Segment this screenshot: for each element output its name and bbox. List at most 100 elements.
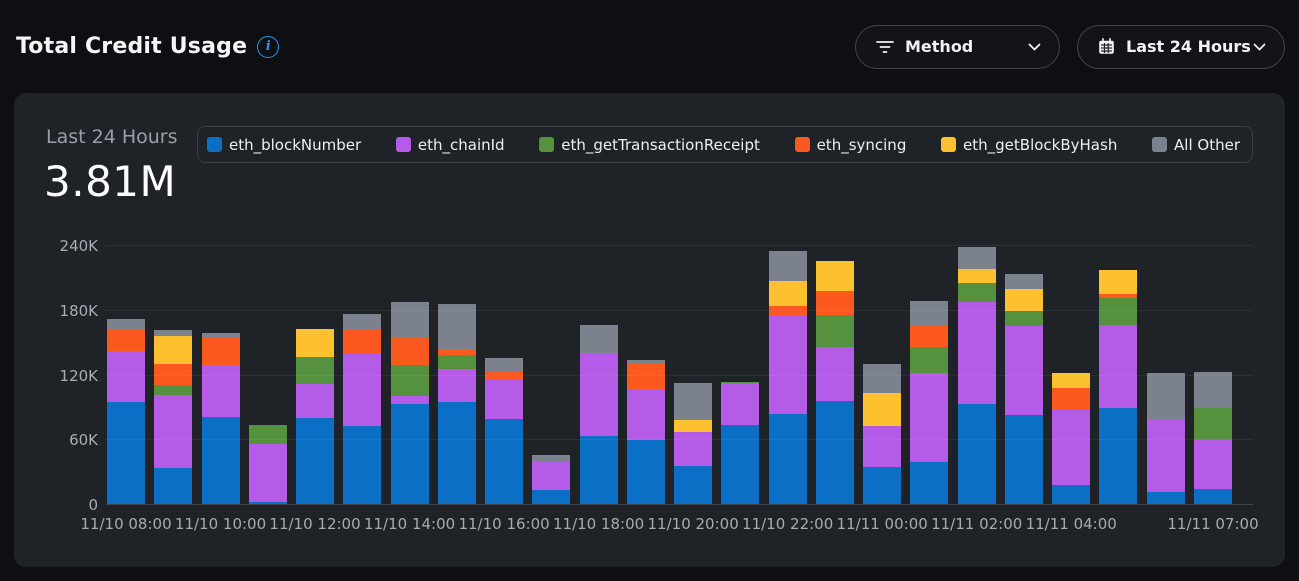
legend-swatch xyxy=(539,137,555,152)
bar-11-11-06-00[interactable] xyxy=(1146,246,1185,505)
bar-11-10-12-00[interactable] xyxy=(296,246,334,505)
bar-segment xyxy=(248,443,287,502)
bar-segment xyxy=(1193,440,1232,489)
gridline-240K xyxy=(106,245,1253,246)
time-range-dropdown[interactable]: Last 24 Hours xyxy=(1077,24,1285,69)
y-axis-label-120K: 120K xyxy=(59,366,98,385)
bar-11-10-23-00[interactable] xyxy=(815,246,854,505)
bar-11-10-14-00[interactable] xyxy=(390,246,429,505)
bar-segment xyxy=(107,319,145,331)
bar-segment xyxy=(626,389,665,441)
bar-segment xyxy=(910,461,949,505)
bar-11-11-00-00[interactable] xyxy=(863,246,901,505)
legend-item-eth-blocknumber[interactable]: eth_blockNumber xyxy=(207,136,361,154)
bar-segment xyxy=(910,325,949,348)
bar-segment xyxy=(1052,388,1090,411)
bar-11-11-02-00[interactable] xyxy=(957,246,996,505)
bar-segment xyxy=(485,372,523,380)
bar-segment xyxy=(957,302,996,404)
bar-segment xyxy=(1099,269,1138,294)
bar-11-11-03-00[interactable] xyxy=(1004,246,1043,505)
x-axis-label-11-10-18-00: 11/10 18:00 xyxy=(552,515,645,533)
bar-segment xyxy=(107,330,145,351)
legend-item-eth-chainid[interactable]: eth_chainId xyxy=(395,136,505,154)
bar-segment xyxy=(1146,492,1185,505)
x-axis-label-11-10-20-00: 11/10 20:00 xyxy=(647,515,739,533)
bar-11-10-17-00[interactable] xyxy=(532,246,571,505)
bar-segment xyxy=(296,329,334,358)
gridline-180K xyxy=(106,309,1253,311)
legend-item-all-other[interactable]: All Other xyxy=(1152,136,1240,154)
bar-segment xyxy=(674,466,712,505)
gridline-120K xyxy=(106,374,1253,376)
bar-11-11-01-00[interactable] xyxy=(910,246,949,505)
bar-11-10-21-00[interactable] xyxy=(721,246,760,505)
bar-segment xyxy=(437,348,476,356)
bar-segment xyxy=(674,419,712,432)
bar-11-10-20-00[interactable] xyxy=(674,246,712,505)
bar-11-10-18-00[interactable] xyxy=(579,246,618,505)
y-axis-label-60K: 60K xyxy=(69,431,98,450)
bar-segment xyxy=(201,416,240,505)
bar-segment xyxy=(437,304,476,349)
bar-segment xyxy=(957,282,996,303)
legend-item-eth-gettransactionreceipt[interactable]: eth_getTransactionReceipt xyxy=(539,136,760,154)
bar-segment xyxy=(1052,410,1090,485)
x-axis-label-11-10-22-00: 11/10 22:00 xyxy=(742,515,834,533)
bar-11-10-19-00[interactable] xyxy=(626,246,665,505)
bar-segment xyxy=(721,382,760,384)
bar-11-10-11-00[interactable] xyxy=(248,246,287,505)
info-icon[interactable]: i xyxy=(257,35,280,58)
bar-11-10-15-00[interactable] xyxy=(437,246,476,505)
legend-label: eth_syncing xyxy=(816,135,907,154)
bar-11-10-22-00[interactable] xyxy=(768,246,807,505)
bar-segment xyxy=(863,467,901,505)
legend-item-eth-syncing[interactable]: eth_syncing xyxy=(794,135,907,154)
bar-segment xyxy=(1146,418,1185,493)
x-axis-label-11-11-04-00: 11/11 04:00 xyxy=(1025,515,1117,533)
bar-segment xyxy=(485,379,523,419)
bar-segment xyxy=(248,425,287,444)
bar-segment xyxy=(201,364,240,417)
bar-segment xyxy=(721,383,760,426)
bar-segment xyxy=(248,501,287,505)
total-value: 3.81M xyxy=(44,157,177,206)
bar-11-11-05-00[interactable] xyxy=(1099,246,1138,505)
bar-segment xyxy=(1004,310,1043,326)
bar-segment xyxy=(579,324,618,353)
bar-segment xyxy=(768,280,807,307)
bar-11-10-13-00[interactable] xyxy=(343,246,382,505)
legend-label: All Other xyxy=(1174,135,1240,154)
bar-segment xyxy=(390,364,429,397)
bar-11-10-16-00[interactable] xyxy=(485,246,523,505)
bar-11-10-08-00[interactable] xyxy=(107,246,145,505)
bar-11-11-07-00[interactable] xyxy=(1193,246,1232,505)
legend-swatch xyxy=(207,137,222,152)
bar-segment xyxy=(1004,415,1043,505)
chart-legend: eth_blockNumber eth_chainId eth_getTransac… xyxy=(197,126,1253,163)
bar-segment xyxy=(485,418,523,505)
bar-segment xyxy=(390,337,429,365)
bar-segment xyxy=(485,358,523,373)
bar-segment xyxy=(437,402,476,505)
bar-segment xyxy=(721,425,760,505)
bar-segment xyxy=(1052,373,1090,389)
bar-segment xyxy=(1146,373,1185,419)
header: Total Credit Usage i Method xyxy=(0,0,1299,93)
x-axis-label-11-10-16-00: 11/10 16:00 xyxy=(458,515,550,533)
bar-11-10-09-00[interactable] xyxy=(154,246,193,505)
legend-item-eth-getblockbyhash[interactable]: eth_getBlockByHash xyxy=(941,136,1117,154)
x-axis-label-11-10-12-00: 11/10 12:00 xyxy=(269,515,361,533)
legend-label: eth_blockNumber xyxy=(229,135,362,154)
bar-11-11-04-00[interactable] xyxy=(1052,246,1090,505)
x-axis-label-11-10-08-00: 11/10 08:00 xyxy=(80,515,172,533)
bar-segment xyxy=(910,301,949,326)
x-axis-label-11-11-02-00: 11/11 02:00 xyxy=(931,515,1023,533)
legend-swatch xyxy=(1152,137,1168,152)
bar-segment xyxy=(1052,484,1090,505)
bar-segment xyxy=(674,431,712,467)
x-axis-label-11-10-10-00: 11/10 10:00 xyxy=(174,515,267,533)
method-filter-dropdown[interactable]: Method xyxy=(855,24,1060,69)
bar-11-10-10-00[interactable] xyxy=(201,246,240,505)
bar-segment xyxy=(154,330,193,336)
